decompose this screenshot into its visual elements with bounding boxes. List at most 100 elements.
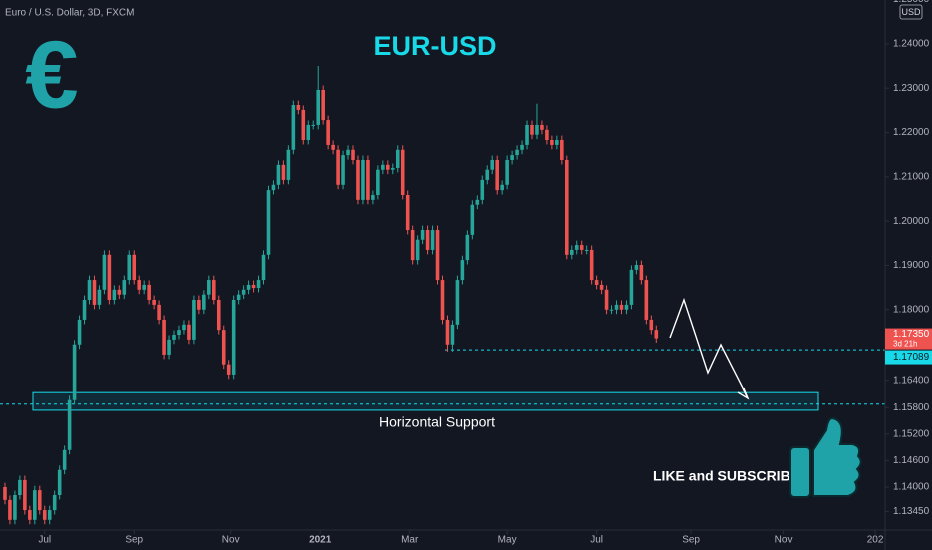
candle-body xyxy=(331,144,335,150)
call-to-action: LIKE and SUBSCRIBE xyxy=(653,468,800,484)
thumb-hand xyxy=(812,416,862,497)
candle-body xyxy=(177,330,181,336)
candle-body xyxy=(525,124,529,145)
candle-body xyxy=(604,289,609,310)
candle-body xyxy=(47,510,52,520)
projection-path xyxy=(669,297,749,399)
candle-body xyxy=(241,289,246,295)
candle-body xyxy=(37,490,42,511)
candle-body xyxy=(555,140,559,145)
candle-body xyxy=(18,479,22,495)
candle-body xyxy=(182,324,186,331)
candle-body xyxy=(599,284,604,290)
x-tick-label: 202 xyxy=(867,535,884,546)
candle-body xyxy=(122,280,127,295)
candle-body xyxy=(410,229,415,261)
candle-body xyxy=(579,245,584,250)
y-tick-label: 1.20000 xyxy=(893,216,930,227)
projection-arrowhead xyxy=(737,387,750,400)
support-zone xyxy=(32,391,819,411)
candle-body xyxy=(82,300,87,320)
level-price-box xyxy=(885,350,932,365)
candle-body xyxy=(142,284,146,290)
candle-body xyxy=(381,164,385,170)
candle-body xyxy=(565,159,569,255)
x-tick-label: Mar xyxy=(401,535,419,546)
candle-body xyxy=(152,300,156,305)
candle-body xyxy=(435,229,440,281)
candle-body xyxy=(634,265,639,270)
candle-body xyxy=(326,120,330,145)
symbol-header: Euro / U.S. Dollar, 3D, FXCM xyxy=(5,8,134,19)
candle-body xyxy=(8,499,12,520)
candle-body xyxy=(336,149,340,185)
candle-body xyxy=(540,124,544,130)
candle-body xyxy=(127,254,132,281)
candle-body xyxy=(465,234,470,261)
candle-body xyxy=(261,254,266,281)
candle-body xyxy=(644,280,649,320)
x-tick-label: 2021 xyxy=(309,535,332,546)
candle-body xyxy=(276,164,281,185)
candle-body xyxy=(157,304,161,320)
candle-body xyxy=(371,194,375,200)
last-price-box xyxy=(885,328,932,350)
candle-body xyxy=(545,129,549,141)
candle-body xyxy=(619,304,624,310)
candle-body xyxy=(77,319,82,345)
candle-body xyxy=(102,254,107,290)
candle-body xyxy=(231,300,236,375)
candle-body xyxy=(639,265,644,281)
candle-body xyxy=(117,289,122,295)
candle-body xyxy=(400,149,405,195)
candle-body xyxy=(475,199,480,205)
candle-body xyxy=(390,167,395,170)
y-tick-label: 1.14000 xyxy=(893,482,930,493)
candle-body xyxy=(490,159,495,170)
y-tick-label: 1.22000 xyxy=(893,127,930,138)
candle-body xyxy=(356,159,360,200)
candle-body xyxy=(460,260,465,281)
y-tick-label: 1.14600 xyxy=(893,455,930,466)
candle-body xyxy=(3,487,7,500)
last-price-countdown: 3d 21h xyxy=(893,340,917,349)
candle-body xyxy=(246,284,251,290)
y-tick-label: 1.24000 xyxy=(893,39,930,50)
candle-body xyxy=(321,89,325,121)
y-tick-label: 1.15200 xyxy=(893,428,930,439)
y-tick-label: 1.16400 xyxy=(893,375,930,386)
candle-body xyxy=(415,239,420,261)
y-tick-label: 1.25000 xyxy=(893,0,930,5)
candle-body xyxy=(147,284,151,301)
candle-body xyxy=(569,249,574,255)
candle-body xyxy=(445,319,450,345)
candle-body xyxy=(654,330,659,339)
candle-body xyxy=(291,105,296,150)
candle-body xyxy=(609,309,614,311)
candle-body xyxy=(266,190,271,255)
candle-body xyxy=(92,280,97,305)
candle-body xyxy=(485,169,490,180)
candle-body xyxy=(495,159,499,191)
last-price-label: 1.17350 xyxy=(893,329,930,340)
candle-body xyxy=(366,159,370,200)
candle-body xyxy=(440,280,445,320)
candle-body xyxy=(296,105,301,110)
candle-body xyxy=(107,254,112,301)
x-tick-label: Nov xyxy=(775,535,793,546)
candle-body xyxy=(87,280,92,301)
candle-body xyxy=(425,229,430,250)
candle-body xyxy=(376,169,380,195)
candle-body xyxy=(311,124,316,126)
candle-body xyxy=(480,179,485,200)
candle-body xyxy=(629,269,634,305)
x-tick-label: Jul xyxy=(38,535,51,546)
candle-body xyxy=(515,149,519,156)
currency-box xyxy=(899,4,923,20)
candle-body xyxy=(584,249,589,251)
candle-body xyxy=(510,155,514,160)
candle-body xyxy=(112,289,117,301)
plot-area: Horizontal Support xyxy=(0,66,885,525)
